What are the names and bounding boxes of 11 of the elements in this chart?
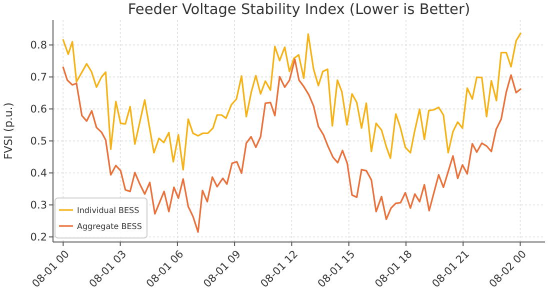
y-tick-label: 0.5 xyxy=(30,136,47,148)
legend-label: Individual BESS xyxy=(77,206,140,215)
y-tick-label: 0.2 xyxy=(30,232,47,244)
y-axis-title: FVSI (p.u.) xyxy=(2,102,15,160)
y-tick-label: 0.6 xyxy=(30,104,48,116)
chart-title: Feeder Voltage Stability Index (Lower is Better) xyxy=(128,2,470,18)
y-tick-label: 0.7 xyxy=(30,72,47,84)
y-tick-label: 0.8 xyxy=(30,40,47,52)
legend-label: Aggregate BESS xyxy=(77,222,142,231)
y-tick-label: 0.3 xyxy=(30,200,47,212)
y-tick-label: 0.4 xyxy=(30,168,48,180)
